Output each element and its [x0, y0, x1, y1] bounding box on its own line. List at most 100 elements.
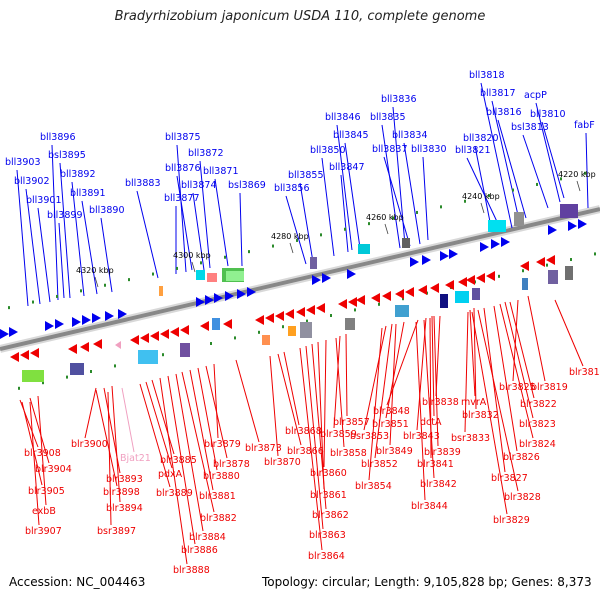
- protein-domain-block: [440, 294, 448, 308]
- top-gene-label: bll3834: [392, 130, 428, 141]
- bottom-gene-label: blr3823: [519, 419, 556, 430]
- top-gene-label: bsl3895: [48, 150, 86, 161]
- gene-leader-line: [374, 323, 393, 459]
- tick-mark: [416, 210, 418, 214]
- tick-mark: [594, 252, 596, 256]
- bottom-gene-label: blr3881: [199, 491, 236, 502]
- bottom-gene-label: blr3828: [504, 492, 541, 503]
- top-gene-label: bll3830: [411, 144, 447, 155]
- bottom-gene-label: blr3885: [160, 455, 197, 466]
- scale-label: 4240 kbp: [462, 192, 500, 201]
- forward-gene-arrow: [196, 297, 205, 307]
- gene-leader-line: [145, 381, 173, 469]
- gene-leader-line: [504, 301, 534, 419]
- top-gene-label: bll3890: [89, 205, 125, 216]
- top-gene-label: bll3892: [60, 169, 96, 180]
- gene-leader-line: [509, 301, 535, 399]
- scale-label: 4220 kbp: [558, 170, 596, 179]
- forward-gene-arrow: [312, 275, 321, 285]
- tick-mark: [440, 205, 442, 209]
- bottom-gene-label: blr3860: [310, 468, 347, 479]
- gene-leader-line: [283, 351, 300, 426]
- bottom-gene-label: blr3884: [189, 532, 226, 543]
- top-gene-label: bll3836: [381, 94, 417, 105]
- reverse-gene-arrow: [371, 293, 380, 303]
- reverse-gene-arrow: [10, 352, 19, 362]
- gene-leader-line: [139, 383, 171, 488]
- forward-gene-arrow: [118, 309, 127, 319]
- reverse-gene-arrow: [458, 277, 467, 287]
- tick-mark: [152, 272, 154, 276]
- gene-leader-line: [323, 339, 327, 468]
- gene-leader-line: [389, 323, 397, 446]
- reverse-gene-arrow: [68, 344, 77, 354]
- gene-leader-line: [383, 156, 411, 247]
- top-gene-label: bll3883: [125, 178, 161, 189]
- reverse-gene-arrow: [348, 297, 357, 307]
- top-gene-label: bll3810: [530, 109, 566, 120]
- gene-leader-line: [483, 307, 506, 473]
- gene-leader-lines: [16, 82, 589, 565]
- scale-leader: [289, 242, 294, 254]
- gene-leader-line: [422, 156, 429, 241]
- gene-leader-line: [522, 134, 549, 209]
- bottom-gene-label: blr3857: [333, 417, 370, 428]
- gene-leader-line: [21, 401, 43, 486]
- tick-mark: [344, 227, 346, 231]
- protein-domain-block: [472, 288, 480, 300]
- gene-leader-line: [111, 385, 121, 503]
- gene-leader-line: [59, 162, 71, 299]
- bottom-gene-label: pdxA: [158, 469, 183, 480]
- protein-domain-block: [565, 266, 573, 280]
- forward-gene-arrow: [410, 257, 419, 267]
- bottom-gene-label: blr3827: [491, 473, 528, 484]
- gene-leader-line: [321, 157, 335, 257]
- gene-leader-line: [95, 389, 118, 487]
- genome-backbone: [0, 205, 600, 353]
- top-gene-label: bll3876: [165, 163, 201, 174]
- gene-leader-line: [205, 365, 228, 459]
- forward-gene-arrow: [45, 321, 54, 331]
- scale-label: 4320 kbp: [76, 266, 114, 275]
- bottom-gene-label: blr3889: [156, 488, 193, 499]
- tick-mark: [522, 269, 524, 273]
- tick-mark: [210, 342, 212, 346]
- bottom-gene-label: blr3822: [520, 399, 557, 410]
- bottom-gene-label: mvrA: [461, 397, 487, 408]
- top-gene-label: bll3903: [5, 157, 41, 168]
- gene-leader-line: [333, 335, 341, 429]
- reverse-gene-arrow: [520, 261, 529, 271]
- gene-leader-line: [469, 309, 476, 397]
- tick-mark: [392, 216, 394, 220]
- forward-gene-arrow: [449, 249, 458, 259]
- protein-domain-block: [207, 273, 217, 282]
- scale-leader: [384, 223, 389, 235]
- reverse-gene-arrow: [223, 319, 232, 329]
- gene-leader-line: [585, 132, 589, 209]
- gene-leader-line: [37, 207, 51, 303]
- gene-leader-line: [415, 321, 426, 501]
- bottom-gene-label: blr3880: [203, 471, 240, 482]
- reverse-gene-arrow: [476, 273, 485, 283]
- tick-mark: [56, 294, 58, 298]
- scale-leader: [94, 276, 99, 288]
- forward-gene-arrow: [72, 317, 81, 327]
- reverse-gene-arrow: [338, 299, 347, 309]
- protein-domain-block: [138, 350, 158, 364]
- reverse-gene-arrow: [316, 303, 325, 313]
- top-gene-label: bll3871: [203, 166, 239, 177]
- forward-gene-arrow: [568, 221, 577, 231]
- gene-leader-line: [554, 299, 584, 367]
- protein-domain-block: [358, 244, 370, 254]
- bottom-gene-label: blr3886: [181, 545, 218, 556]
- protein-domain-block: [395, 305, 409, 317]
- gene-leader-line: [277, 353, 302, 446]
- tick-mark: [248, 250, 250, 254]
- tick-mark: [570, 258, 572, 262]
- tick-mark: [18, 386, 20, 390]
- tick-mark: [546, 263, 548, 267]
- bottom-gene-label: blr3898: [103, 487, 140, 498]
- gene-leader-line: [199, 160, 211, 269]
- top-gene-label: acpP: [524, 90, 547, 101]
- gene-leader-line: [16, 169, 29, 307]
